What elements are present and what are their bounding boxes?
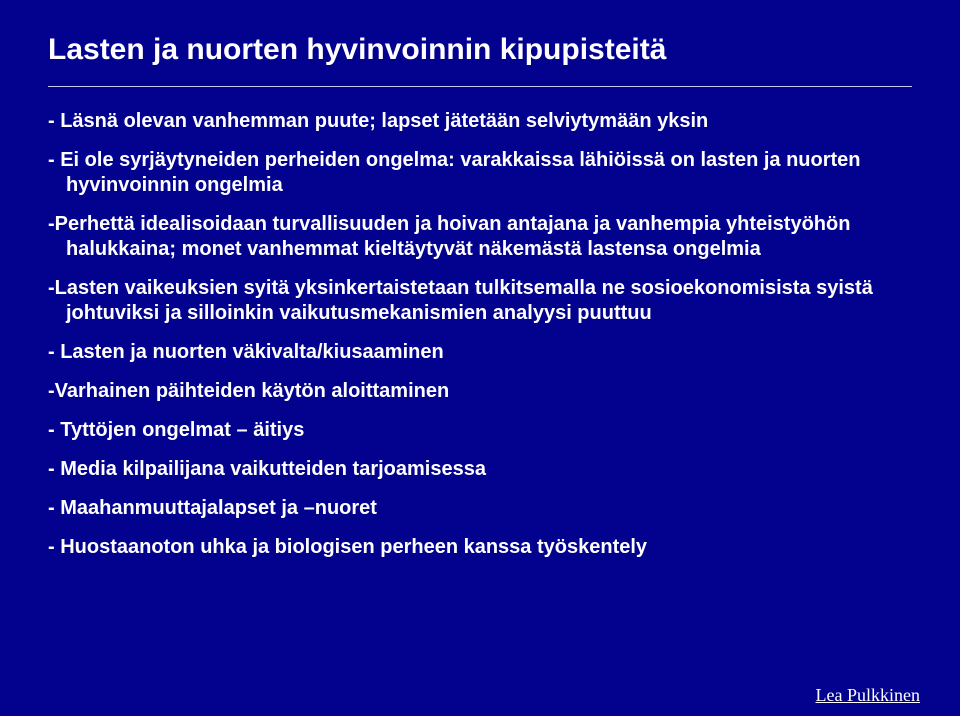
bullet-item: -Lasten vaikeuksien syitä yksinkertaiste…	[48, 276, 912, 326]
slide: Lasten ja nuorten hyvinvoinnin kipupiste…	[0, 0, 960, 716]
slide-body: - Läsnä olevan vanhemman puute; lapset j…	[48, 109, 912, 560]
bullet-item: - Läsnä olevan vanhemman puute; lapset j…	[48, 109, 912, 134]
bullet-item: -Varhainen päihteiden käytön aloittamine…	[48, 379, 912, 404]
bullet-item: - Media kilpailijana vaikutteiden tarjoa…	[48, 457, 912, 482]
bullet-item: - Maahanmuuttajalapset ja –nuoret	[48, 496, 912, 521]
slide-title: Lasten ja nuorten hyvinvoinnin kipupiste…	[48, 32, 912, 68]
bullet-item: - Huostaanoton uhka ja biologisen perhee…	[48, 535, 912, 560]
footer-author: Lea Pulkkinen	[816, 685, 920, 706]
bullet-item: -Perhettä idealisoidaan turvallisuuden j…	[48, 212, 912, 262]
bullet-item: - Tyttöjen ongelmat – äitiys	[48, 418, 912, 443]
bullet-item: - Ei ole syrjäytyneiden perheiden ongelm…	[48, 148, 912, 198]
title-divider	[48, 86, 912, 87]
bullet-item: - Lasten ja nuorten väkivalta/kiusaamine…	[48, 340, 912, 365]
